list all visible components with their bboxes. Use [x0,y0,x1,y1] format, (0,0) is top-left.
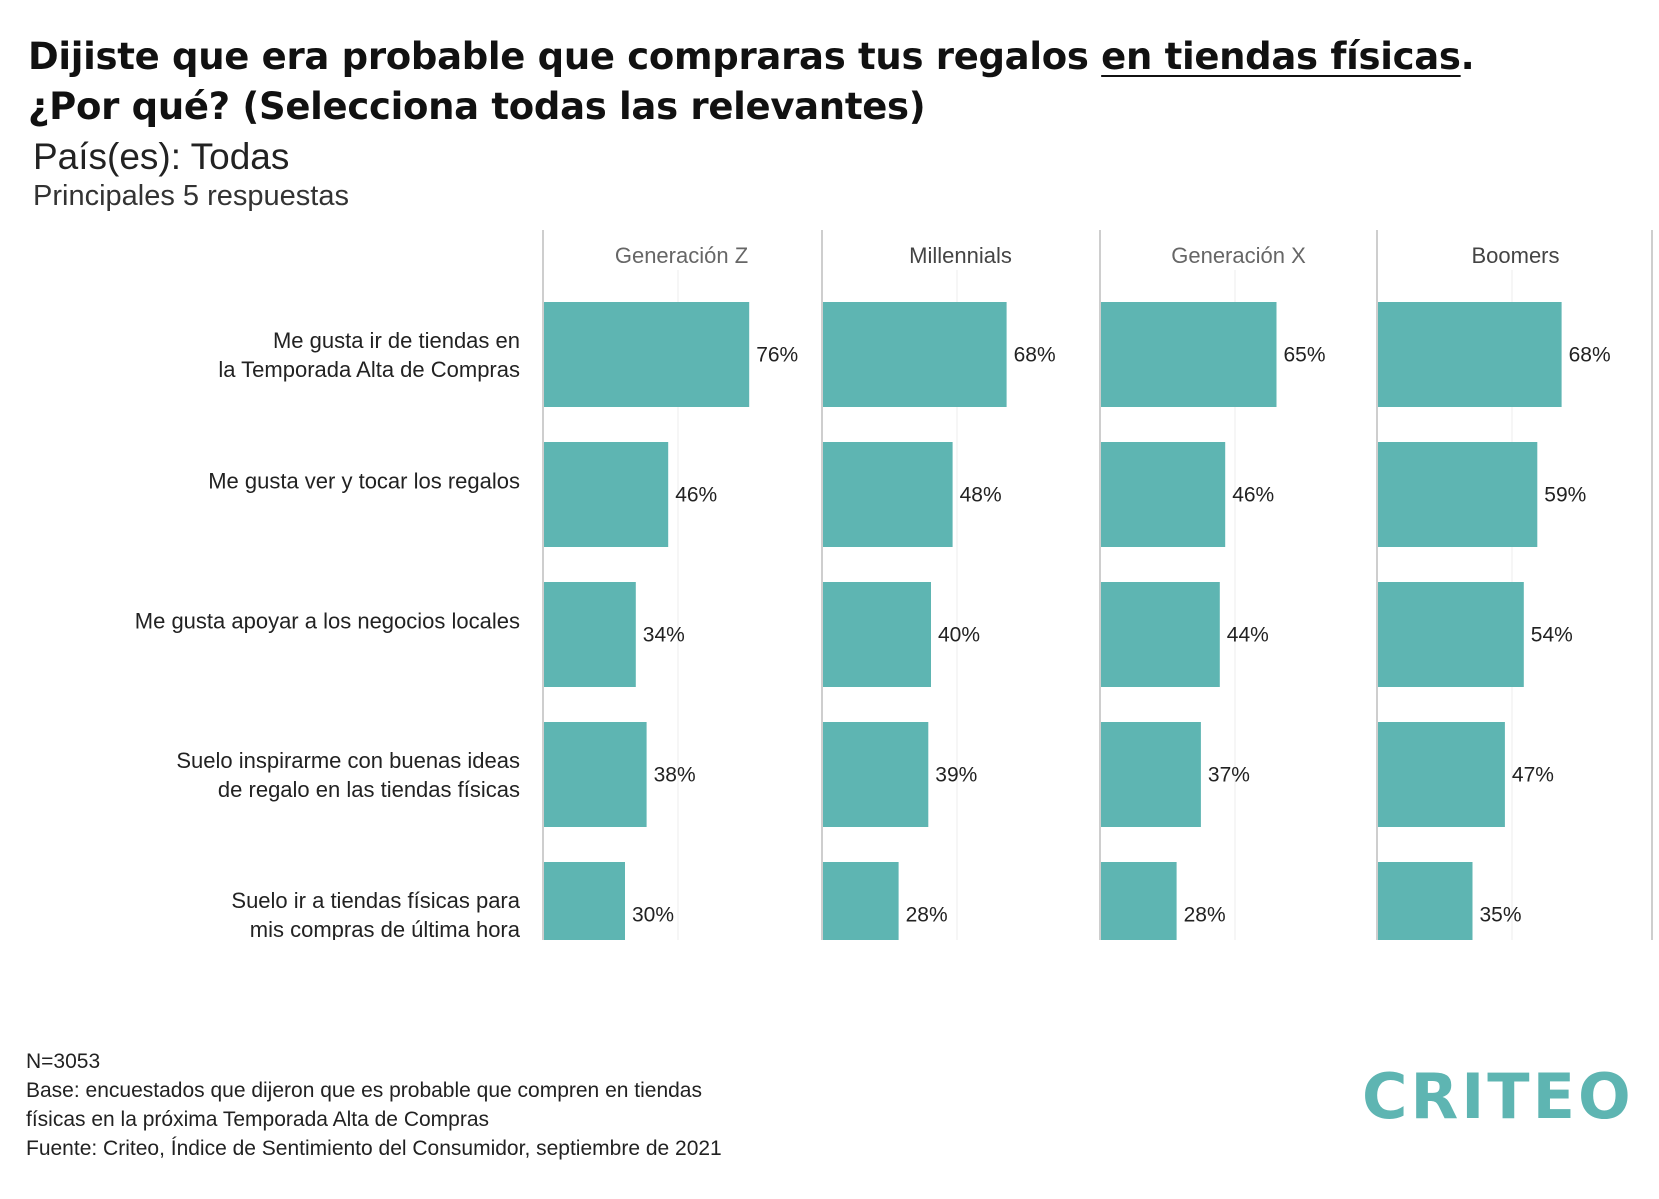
data-label: 37% [1208,764,1250,787]
bar [544,582,636,687]
data-label: 40% [938,624,980,647]
data-label: 68% [1569,344,1611,367]
data-label: 76% [756,344,798,367]
bar [1101,722,1201,827]
footer-base-2: físicas en la próxima Temporada Alta de … [26,1108,490,1131]
bar [1101,862,1177,940]
panel-header: Generación X [1171,243,1306,268]
bar [1101,302,1277,407]
bar [544,722,647,827]
footer-n: N=3053 [26,1050,101,1073]
chart-footer: N=3053 Base: encuestados que dijeron que… [26,1047,722,1163]
bar [823,302,1007,407]
category-label: Me gusta ir de tiendas en [273,328,520,353]
data-label: 28% [1184,904,1226,927]
data-label: 59% [1544,484,1586,507]
bar [1101,582,1220,687]
chart-subtitle: País(es): Todas [33,136,290,177]
data-label: 68% [1014,344,1056,367]
panel-header: Generación Z [615,243,748,268]
panel-header: Millennials [909,243,1012,268]
footer-source: Fuente: Criteo, Índice de Sentimiento de… [26,1137,722,1160]
title-line1-b: . [1460,35,1475,78]
category-label: Suelo ir a tiendas físicas para [231,888,520,913]
bar [823,582,931,687]
category-label: Suelo inspirarme con buenas ideas [176,748,520,773]
bar [823,442,953,547]
data-label: 34% [643,624,685,647]
chart-subtitle-2: Principales 5 respuestas [33,180,349,212]
title-line2: ¿Por qué? (Selecciona todas las relevant… [28,85,926,128]
footer-base-1: Base: encuestados que dijeron que es pro… [26,1079,702,1102]
data-label: 44% [1227,624,1269,647]
category-label: de regalo en las tiendas físicas [218,777,520,802]
data-label: 38% [654,764,696,787]
data-label: 54% [1531,624,1573,647]
bar [1101,442,1226,547]
bar [544,442,669,547]
data-label: 39% [935,764,977,787]
bar-chart: Generación Z 76% 46% 34% 38% 30% Millennials 68… [135,230,1653,940]
data-label: 46% [1232,484,1274,507]
bar [1378,862,1473,940]
title-line1-a: Dijiste que era probable que compraras t… [28,35,1102,78]
bar [1378,722,1505,827]
data-label: 46% [675,484,717,507]
bar [823,722,929,827]
bar [1378,442,1538,547]
bar [544,302,750,407]
title-line1-underlined: en tiendas físicas [1101,35,1461,78]
criteo-logo: CRITEO [1362,1060,1634,1133]
category-label: Me gusta apoyar a los negocios locales [135,609,520,634]
category-label: mis compras de última hora [250,917,521,940]
data-label: 28% [906,904,948,927]
data-label: 30% [632,904,674,927]
panel-header: Boomers [1471,243,1559,268]
bar [823,862,899,940]
chart-title: Dijiste que era probable que compraras t… [28,32,1475,132]
data-label: 47% [1512,764,1554,787]
bar [1378,302,1562,407]
bar [544,862,625,940]
category-label: Me gusta ver y tocar los regalos [208,469,520,494]
data-label: 35% [1480,904,1522,927]
bar [1378,582,1524,687]
data-label: 65% [1284,344,1326,367]
data-label: 48% [960,484,1002,507]
category-label: la Temporada Alta de Compras [218,357,520,382]
